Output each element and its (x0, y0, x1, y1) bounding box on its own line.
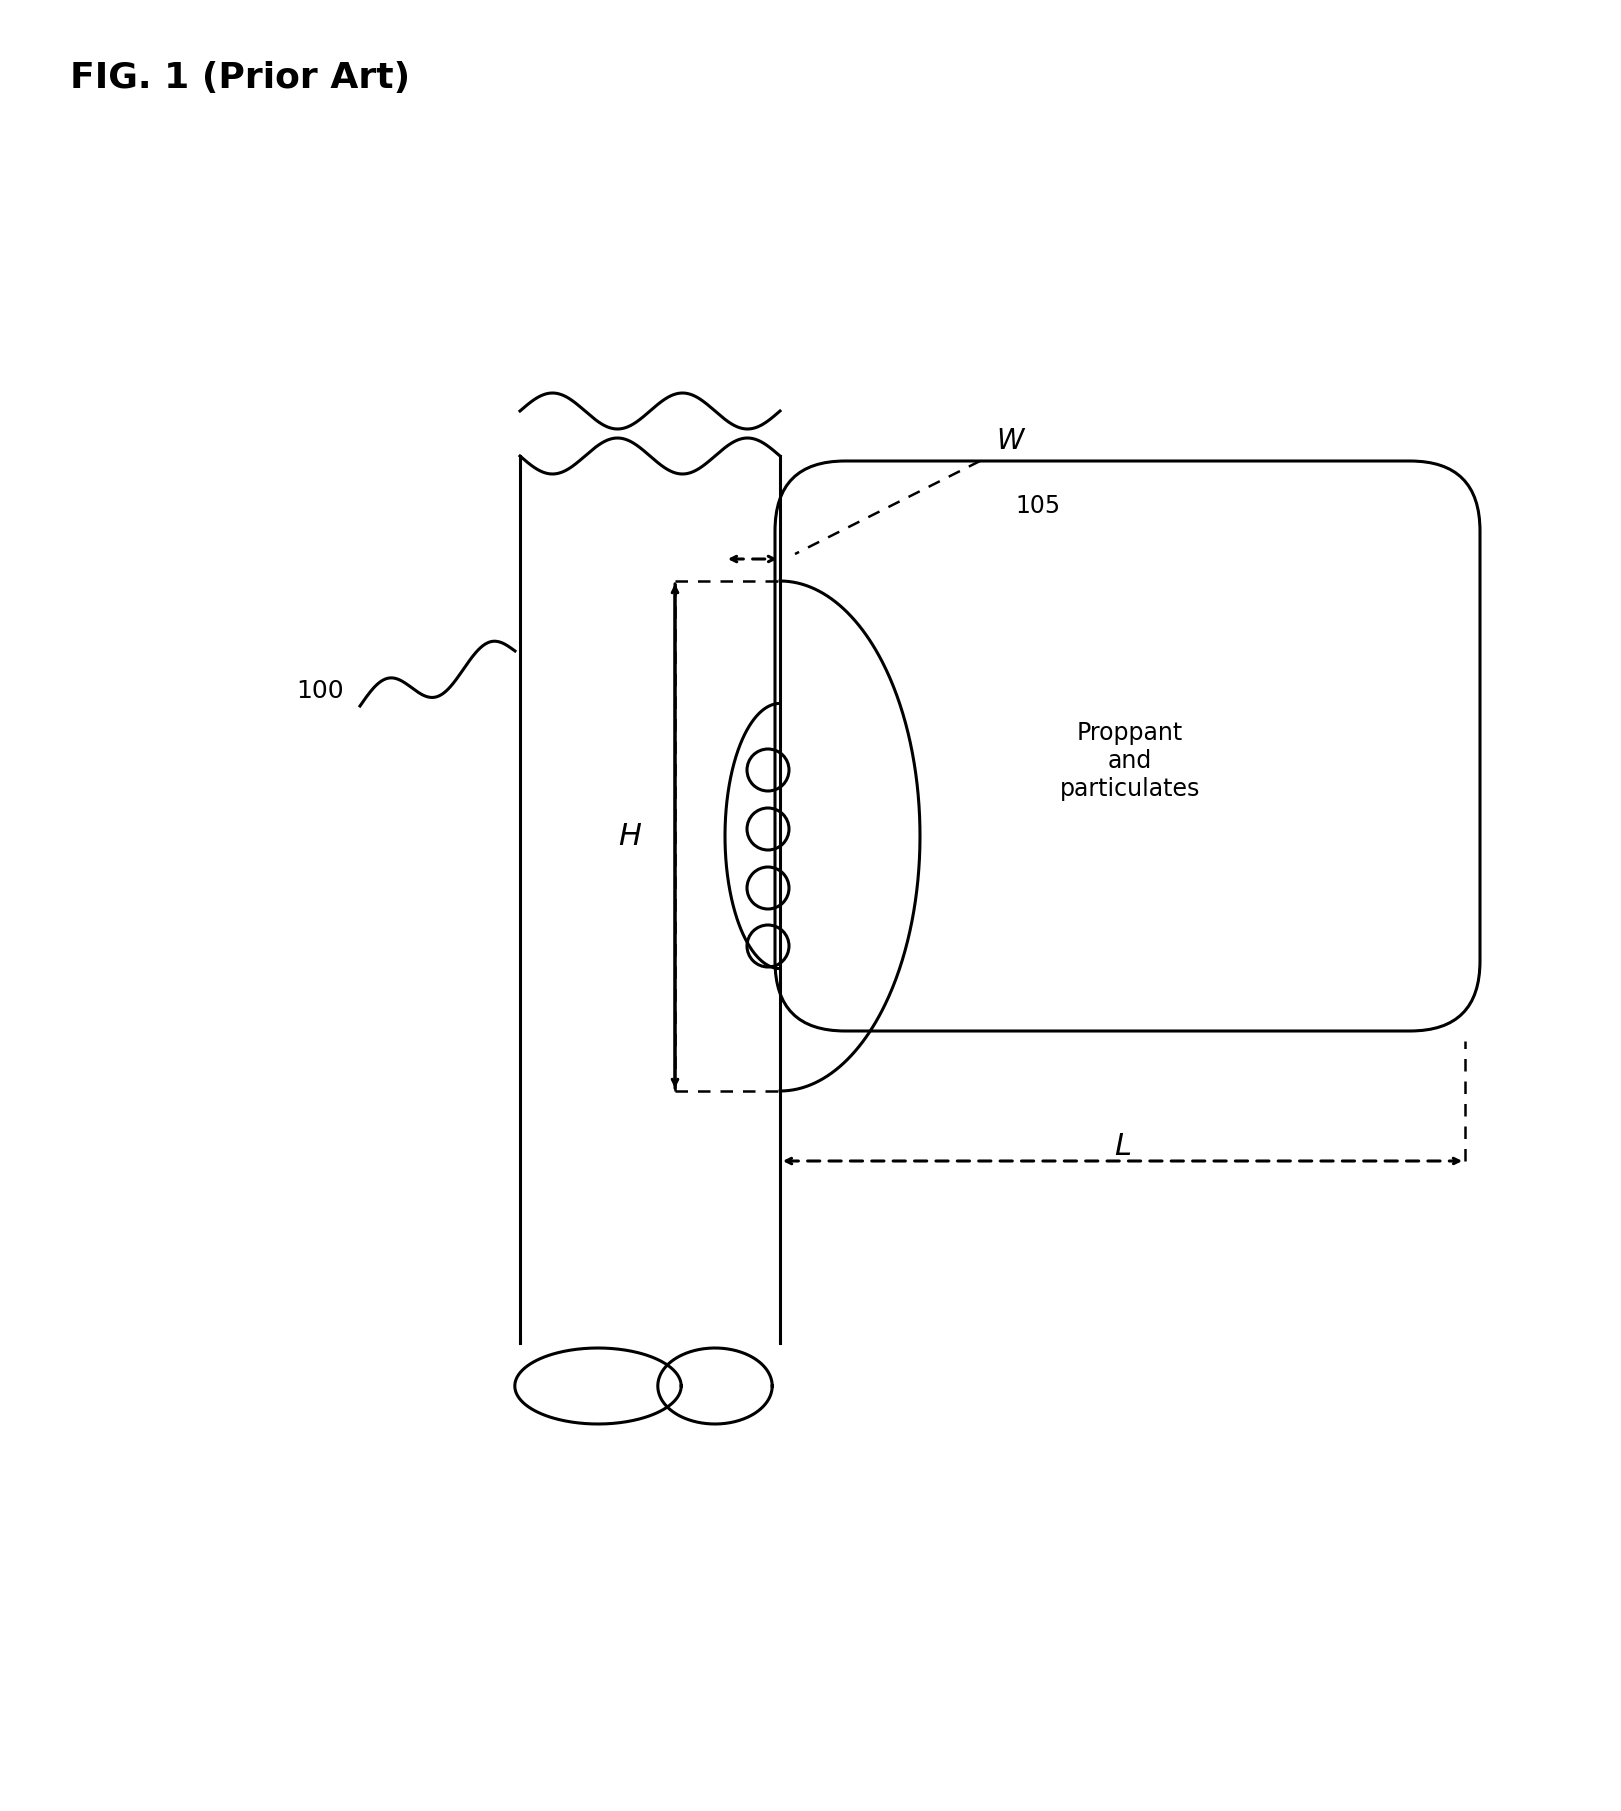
Text: Proppant
and
particulates: Proppant and particulates (1060, 721, 1200, 800)
Text: 105: 105 (1015, 494, 1060, 518)
Text: L: L (1114, 1132, 1131, 1161)
Text: W: W (997, 427, 1024, 455)
Text: 100: 100 (297, 679, 344, 703)
Text: H: H (619, 822, 642, 851)
Text: FIG. 1 (Prior Art): FIG. 1 (Prior Art) (70, 62, 410, 94)
